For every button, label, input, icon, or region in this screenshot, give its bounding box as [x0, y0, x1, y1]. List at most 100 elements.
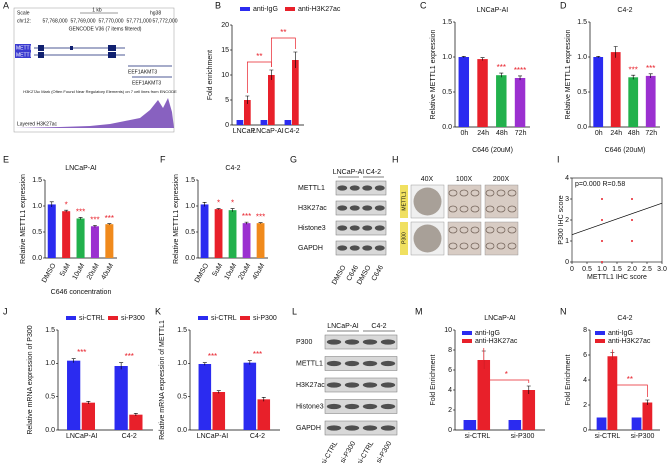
band [344, 360, 360, 367]
band [344, 382, 360, 388]
ihc-image [447, 184, 482, 219]
x-tick-label: si-CTRL [595, 433, 621, 440]
y-tick-label: 0.0 [177, 427, 187, 434]
y-tick-label: 0 [583, 427, 587, 434]
band [337, 205, 348, 211]
bar [645, 75, 656, 127]
y-tick-label: 6 [583, 352, 587, 359]
browser-text: Layered H3K27ac [17, 121, 58, 127]
browser-frame [13, 7, 175, 133]
panel-label: A [3, 0, 9, 10]
bar [114, 366, 128, 430]
y-tick-label: 1.5 [177, 327, 187, 334]
legend-label: si-P300 [121, 315, 145, 322]
bar [212, 392, 226, 430]
chart-title: LNCaP-AI [477, 7, 509, 14]
y-axis-label: P300 IHC score [558, 195, 565, 245]
group-label: LNCaP-AI [333, 169, 365, 176]
significance: ** [280, 28, 286, 37]
ihc-gland [507, 189, 517, 197]
band [362, 225, 373, 231]
y-tick-label: 1 [565, 238, 569, 245]
ihc-gland [485, 189, 495, 197]
browser-text: 57,770,000 [98, 18, 123, 24]
significance: *** [105, 214, 114, 223]
blot-strip [324, 377, 398, 393]
error-bar [269, 69, 274, 80]
band [362, 185, 373, 191]
significance: *** [497, 63, 506, 72]
band [344, 425, 360, 431]
x-tick-label: 0h [460, 130, 468, 137]
x-tick-label: 5uM [211, 262, 224, 277]
legend-label: si-CTRL [79, 315, 105, 322]
ihc-gland [448, 242, 458, 250]
panel-a: A Scale 1 kb hg38 chr12: 57,768,000 57,7… [3, 0, 178, 133]
y-tick-label: 0.5 [577, 89, 587, 96]
legend-swatch [108, 316, 118, 320]
exon [108, 45, 116, 51]
bar [242, 223, 251, 258]
x-tick-label: si-CTRL [465, 433, 491, 440]
band [362, 245, 373, 251]
y-tick-label: 0.0 [185, 255, 195, 262]
band [374, 205, 385, 211]
significance: ** [256, 52, 262, 61]
bar [90, 226, 99, 258]
ihc-gland [485, 226, 495, 234]
error-bar [526, 385, 531, 394]
signal-track [15, 98, 174, 128]
ihc-gland [459, 226, 469, 234]
band [337, 245, 348, 251]
bar [610, 52, 621, 127]
point [631, 198, 633, 200]
group-label: LNCaP-AI [327, 323, 359, 330]
ihc-core [413, 187, 442, 216]
bar [76, 218, 85, 258]
significance: *** [253, 350, 262, 359]
significance: *** [646, 64, 655, 73]
x-tick-label: 2.0 [627, 266, 637, 273]
error-bar [261, 397, 266, 402]
ihc-gland [459, 205, 469, 213]
y-axis-label: Fold Enrichment [430, 354, 437, 405]
legend-label: si-CTRL [211, 315, 237, 322]
y-tick-label: 8 [448, 347, 452, 354]
panel-label: F [160, 154, 166, 164]
y-tick-label: 5 [225, 97, 229, 104]
chart-title: LNCaP-AI [484, 315, 516, 322]
ihc-image [484, 221, 519, 256]
bar [477, 59, 488, 127]
lane-label: C646 [371, 264, 385, 282]
band [380, 425, 396, 431]
ihc-gland [470, 242, 480, 250]
bar [596, 417, 607, 430]
error-bar [480, 57, 485, 61]
y-axis-label: Relative METTL1 expression [20, 174, 27, 264]
significance: *** [256, 213, 265, 222]
bar [628, 77, 639, 127]
bar [631, 417, 642, 430]
significance: * [231, 199, 234, 208]
ihc-gland [459, 189, 469, 197]
x-tick-label: C4-2 [284, 128, 299, 135]
browser-text: 57,772,000 [152, 18, 177, 24]
chart-title: C4-2 [617, 7, 632, 14]
x-tick-label: DMSO [41, 262, 58, 284]
bar [47, 204, 56, 258]
browser-text: H3K27Ac Mark (Often Found Near Regulator… [23, 89, 177, 94]
ihc-gland [459, 242, 469, 250]
x-axis-label: C646 (20uM) [605, 147, 646, 154]
blot-strip [324, 420, 398, 436]
bar [243, 362, 257, 430]
band [349, 205, 360, 211]
significance: *** [125, 352, 134, 361]
y-tick-label: 15 [221, 47, 229, 54]
band [362, 382, 378, 388]
x-tick-label: 1.5 [612, 266, 622, 273]
error-bar [78, 217, 83, 220]
x-tick-label: 24h [610, 130, 622, 137]
bar [514, 78, 526, 127]
bracket [270, 37, 296, 67]
bar [607, 356, 618, 430]
